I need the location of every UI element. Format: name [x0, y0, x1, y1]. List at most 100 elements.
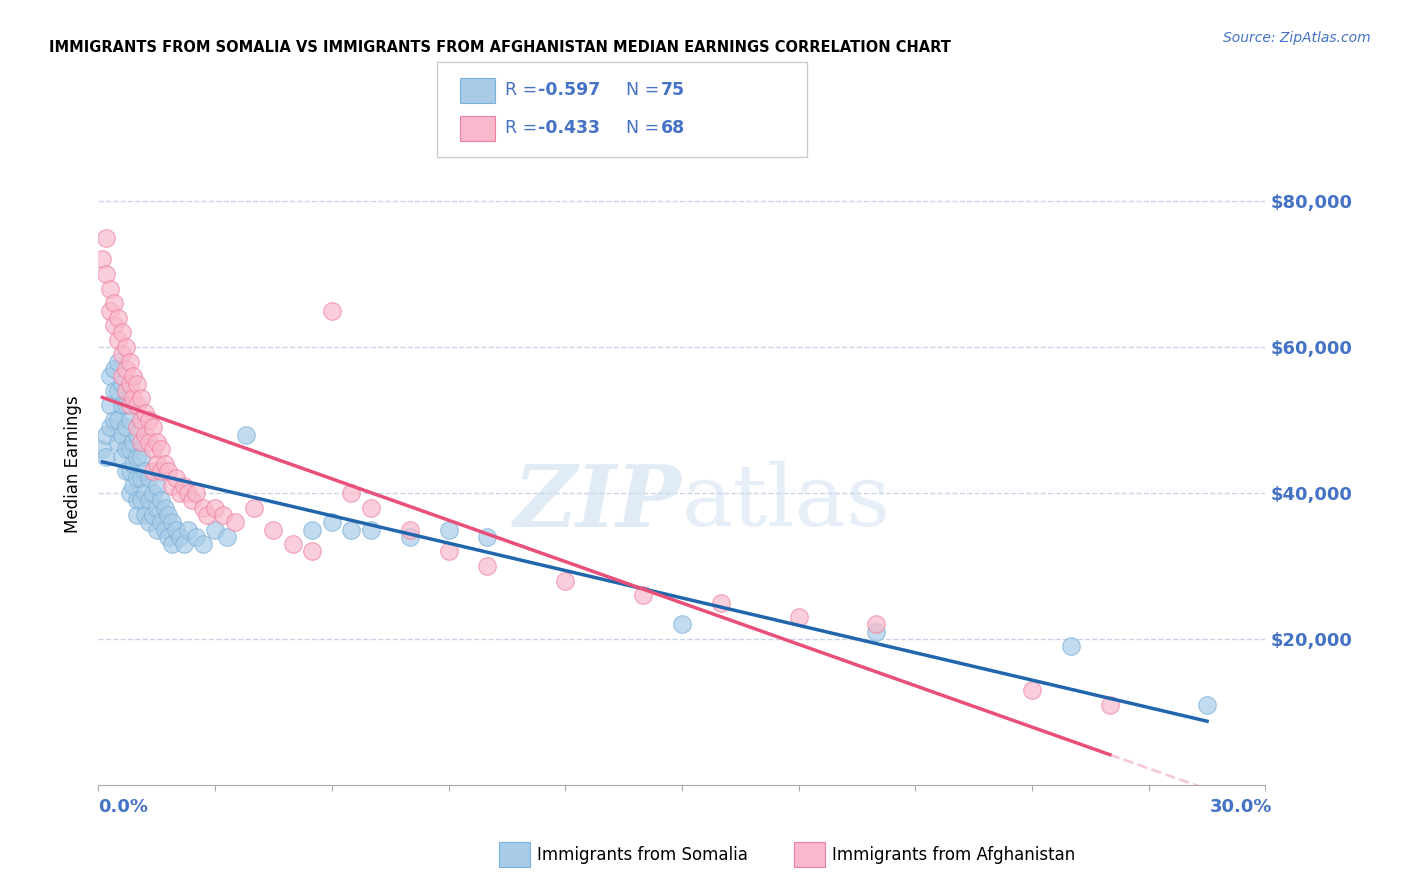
Point: [340, 523, 363, 537]
Point: [204, 500, 226, 515]
Point: [111, 427, 134, 442]
Point: [129, 391, 152, 405]
Point: [865, 617, 887, 632]
Point: [153, 500, 176, 515]
Point: [184, 530, 207, 544]
Point: [129, 493, 152, 508]
Point: [118, 376, 141, 391]
Point: [177, 486, 200, 500]
Point: [127, 427, 149, 442]
Point: [165, 471, 187, 485]
Point: [127, 493, 149, 508]
Point: [118, 442, 141, 457]
Point: [169, 486, 191, 500]
Point: [138, 434, 160, 449]
Point: [149, 464, 172, 478]
Point: [243, 500, 266, 515]
Point: [138, 515, 160, 529]
Point: [114, 464, 136, 478]
Point: [146, 434, 169, 449]
Point: [173, 479, 195, 493]
Point: [96, 427, 118, 442]
Point: [98, 399, 121, 413]
Point: [114, 340, 136, 354]
Point: [224, 515, 246, 529]
Point: [107, 434, 129, 449]
Point: [184, 486, 207, 500]
Point: [157, 508, 180, 522]
Point: [138, 493, 160, 508]
Point: [127, 450, 149, 464]
Point: [122, 369, 145, 384]
Point: [111, 399, 134, 413]
Point: [360, 523, 382, 537]
Point: [103, 384, 125, 398]
Point: [134, 406, 156, 420]
Point: [127, 420, 149, 434]
Point: [111, 369, 134, 384]
Point: [122, 391, 145, 405]
Point: [114, 384, 136, 398]
Text: R =: R =: [505, 120, 543, 137]
Point: [127, 376, 149, 391]
Point: [107, 413, 129, 427]
Point: [321, 303, 343, 318]
Point: [631, 588, 654, 602]
Point: [142, 508, 165, 522]
Point: [91, 442, 114, 457]
Point: [398, 530, 420, 544]
Point: [173, 537, 195, 551]
Point: [129, 434, 152, 449]
Point: [98, 369, 121, 384]
Point: [122, 457, 145, 471]
Point: [96, 450, 118, 464]
Point: [301, 544, 323, 558]
Point: [142, 486, 165, 500]
Point: [162, 537, 184, 551]
Point: [114, 399, 136, 413]
Point: [437, 523, 460, 537]
Point: [146, 457, 169, 471]
Point: [235, 427, 257, 442]
Point: [103, 318, 125, 333]
Point: [129, 450, 152, 464]
Text: IMMIGRANTS FROM SOMALIA VS IMMIGRANTS FROM AFGHANISTAN MEDIAN EARNINGS CORRELATI: IMMIGRANTS FROM SOMALIA VS IMMIGRANTS FR…: [49, 40, 950, 55]
Text: 30.0%: 30.0%: [1211, 798, 1272, 816]
Point: [114, 442, 136, 457]
Text: -0.433: -0.433: [538, 120, 600, 137]
Point: [118, 464, 141, 478]
Point: [153, 457, 176, 471]
Point: [118, 486, 141, 500]
Point: [157, 464, 180, 478]
Point: [103, 413, 125, 427]
Point: [134, 464, 156, 478]
Point: [321, 515, 343, 529]
Point: [193, 500, 215, 515]
Point: [169, 530, 191, 544]
Point: [114, 420, 136, 434]
Text: Immigrants from Afghanistan: Immigrants from Afghanistan: [832, 846, 1076, 863]
Point: [195, 508, 218, 522]
Point: [122, 479, 145, 493]
Point: [129, 471, 152, 485]
Point: [180, 493, 202, 508]
Point: [142, 420, 165, 434]
Text: ZIP: ZIP: [515, 460, 682, 544]
Point: [865, 624, 887, 639]
Point: [146, 479, 169, 493]
Point: [146, 523, 169, 537]
Point: [281, 537, 304, 551]
Point: [138, 471, 160, 485]
Point: [149, 515, 172, 529]
Text: R =: R =: [505, 81, 543, 99]
Point: [1098, 698, 1121, 712]
Point: [671, 617, 693, 632]
Point: [787, 610, 810, 624]
Point: [262, 523, 284, 537]
Point: [96, 267, 118, 281]
Point: [118, 413, 141, 427]
Point: [91, 252, 114, 267]
Point: [193, 537, 215, 551]
Point: [165, 523, 187, 537]
Point: [111, 450, 134, 464]
